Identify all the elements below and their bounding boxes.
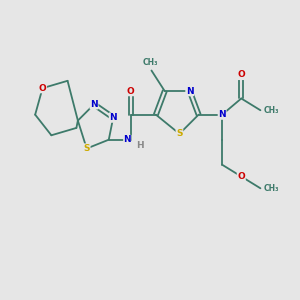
Text: CH₃: CH₃ [142, 58, 158, 67]
Text: O: O [127, 87, 135, 96]
Text: CH₃: CH₃ [263, 106, 279, 115]
Text: N: N [186, 87, 194, 96]
Text: O: O [39, 84, 46, 93]
Text: CH₃: CH₃ [263, 184, 279, 193]
Text: N: N [218, 110, 226, 119]
Text: N: N [124, 135, 131, 144]
Text: O: O [237, 172, 245, 181]
Text: S: S [83, 144, 90, 153]
Text: N: N [90, 100, 98, 109]
Text: S: S [176, 129, 183, 138]
Text: N: N [110, 113, 117, 122]
Text: H: H [136, 141, 144, 150]
Text: O: O [237, 70, 245, 80]
